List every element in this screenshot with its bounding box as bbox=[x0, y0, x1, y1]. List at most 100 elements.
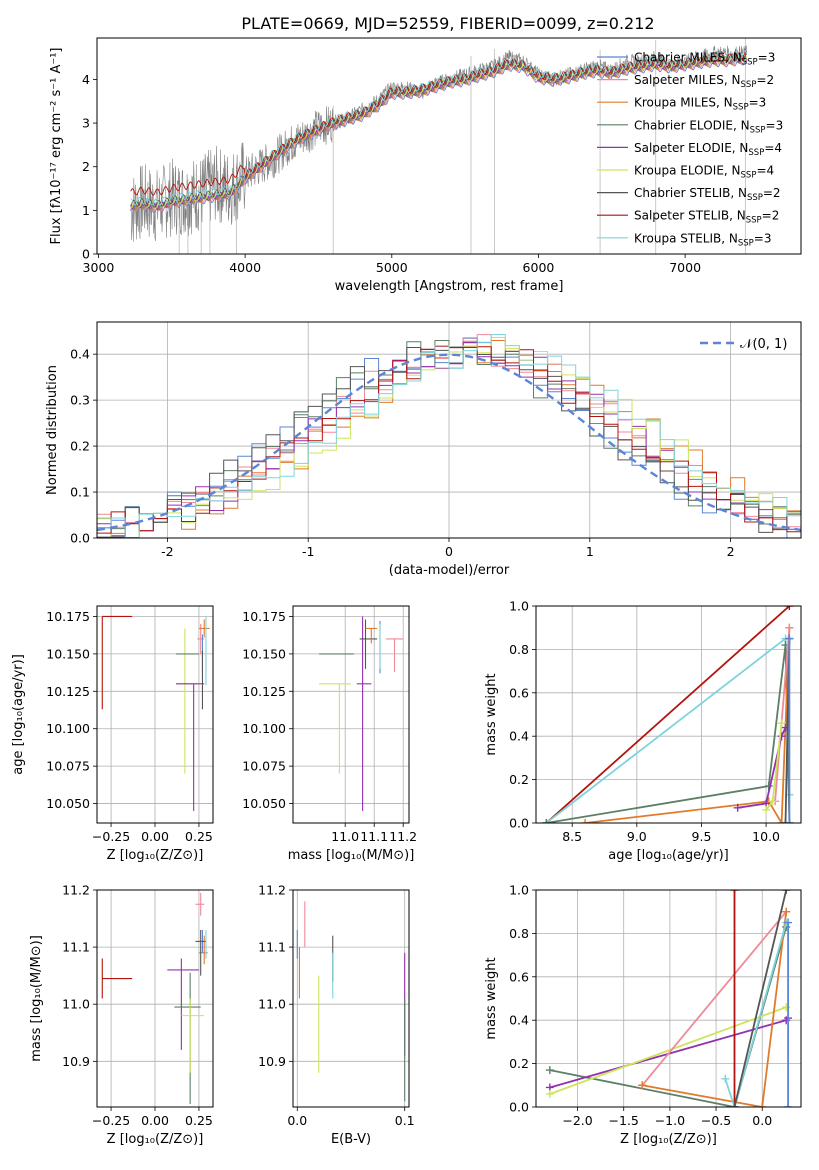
mass_weight_vs_Z-marker-kroupa-miles bbox=[638, 1081, 647, 1090]
age_vs_Z-ytick-label: 10.100 bbox=[46, 721, 90, 736]
mass_weight_vs_age-marker-salpeter-miles bbox=[785, 623, 794, 632]
legend-label-normal: 𝒩(0, 1) bbox=[740, 337, 787, 352]
spectrum-ytick-label: 4 bbox=[82, 72, 90, 87]
residuals-plot-area bbox=[97, 334, 801, 538]
mass_weight_vs_Z-marker-chabrier-stelib bbox=[782, 890, 791, 894]
age_vs_Z-xtick-label: 0.00 bbox=[141, 829, 169, 844]
legend-label-chabrier-stelib: Chabrier STELIB, NSSP=2 bbox=[634, 186, 781, 203]
age_vs_mass-xtick-label: 11.0 bbox=[331, 829, 359, 844]
residuals-xtick-label: 1 bbox=[586, 544, 594, 559]
mass_weight_vs_Z-frame bbox=[535, 889, 802, 1108]
mass_weight_vs_Z-ylabel: mass weight bbox=[484, 957, 499, 1039]
mass_weight_vs_age-line-salpeter-stelib bbox=[545, 606, 790, 823]
age_vs_mass-ytick-label: 10.175 bbox=[242, 609, 286, 624]
mass_weight_vs_age-marker-chabrier-miles bbox=[785, 819, 794, 823]
mass_weight_vs_Z-marker-chabrier-miles bbox=[784, 918, 793, 927]
mass_weight_vs_age-line-salpeter-elodie bbox=[737, 727, 787, 809]
spectrum-xtick-label: 6000 bbox=[523, 260, 555, 275]
age_vs_mass-xlabel: mass [log₁₀(M/M⊙)] bbox=[288, 848, 415, 863]
residuals-ytick-label: 0.0 bbox=[70, 531, 90, 546]
legend-label-salpeter-miles: Salpeter MILES, NSSP=2 bbox=[634, 73, 774, 90]
residuals-ytick-label: 0.1 bbox=[70, 485, 90, 500]
age_vs_mass-ytick-label: 10.150 bbox=[242, 646, 286, 661]
mass_weight_vs_Z-marker-chabrier-stelib bbox=[730, 1103, 739, 1107]
spectrum-xtick-label: 5000 bbox=[376, 260, 408, 275]
age_vs_Z-frame bbox=[96, 605, 214, 824]
spectrum-ytick-label: 1 bbox=[82, 203, 90, 218]
spectrum-ytick-label: 0 bbox=[82, 247, 90, 262]
spectrum-ylabel: Flux [fλ10⁻¹⁷ erg cm⁻² s⁻¹ A⁻¹] bbox=[49, 48, 64, 245]
mass_weight_vs_age-marker-kroupa-miles bbox=[777, 819, 786, 823]
mass_vs_Z-ytick-label: 11.0 bbox=[62, 997, 90, 1012]
mass_vs_ebv-xtick-label: 0.0 bbox=[287, 1113, 307, 1128]
age_vs_Z-xlabel: Z [log₁₀(Z/Z⊙)] bbox=[107, 848, 204, 863]
mass_vs_Z-ytick-label: 11.1 bbox=[62, 940, 90, 955]
mass_weight_vs_Z-ytick-label: 0.4 bbox=[509, 1013, 529, 1028]
spectrum-plot-area bbox=[130, 38, 748, 254]
age_vs_mass-xtick-label: 11.1 bbox=[360, 829, 388, 844]
age_vs_mass-xtick-label: 11.2 bbox=[389, 829, 417, 844]
legend-label-salpeter-stelib: Salpeter STELIB, NSSP=2 bbox=[634, 209, 779, 226]
histogram-kroupa-stelib bbox=[97, 334, 801, 538]
spectrum-ytick-label: 3 bbox=[82, 116, 90, 131]
mass_weight_vs_Z-marker-salpeter-stelib bbox=[730, 890, 739, 894]
age_vs_Z-axes: −0.25 0.00 0.25 10.050 10.075 10.100 10.125 10.… bbox=[11, 606, 213, 863]
mass_vs_Z-axes: −0.25 0.00 0.25 10.9 11.0 11.1 11.2 Z [log₁₀(Z/… bbox=[29, 883, 213, 1147]
age_vs_mass-frame bbox=[292, 605, 410, 824]
mass_weight_vs_age-ytick-label: 0.8 bbox=[509, 642, 529, 657]
age_vs_Z-ytick-label: 10.150 bbox=[46, 646, 90, 661]
spectrum-axes: 3000 4000 5000 6000 7000 0 1 2 3 4 wavelength [Ang… bbox=[49, 38, 783, 294]
mass_weight_vs_Z-marker-kroupa-miles bbox=[782, 907, 791, 916]
mass_weight_vs_Z-line-salpeter-miles bbox=[641, 911, 787, 1086]
mass_weight_vs_age-marker-salpeter-elodie bbox=[733, 803, 742, 812]
mass_weight_vs_Z-plot-area bbox=[545, 890, 793, 1107]
age_vs_mass-ytick-label: 10.100 bbox=[242, 721, 286, 736]
mass_vs_ebv-plot-area bbox=[296, 901, 406, 1102]
spectrum-xtick-label: 3000 bbox=[83, 260, 115, 275]
mass_weight_vs_age-marker-kroupa-miles bbox=[581, 819, 590, 823]
spectrum-xtick-label: 7000 bbox=[669, 260, 701, 275]
residuals-ytick-label: 0.4 bbox=[70, 347, 90, 362]
spectrum-xtick-label: 4000 bbox=[229, 260, 261, 275]
mass_vs_ebv-ytick-label: 11.0 bbox=[258, 997, 286, 1012]
residuals-ytick-label: 0.3 bbox=[70, 393, 90, 408]
mass_vs_Z-plot-area bbox=[101, 892, 208, 1105]
mass_weight_vs_age-xtick-label: 9.0 bbox=[627, 829, 647, 844]
age_vs_Z-xtick-label: −0.25 bbox=[92, 829, 130, 844]
mass_vs_ebv-xtick-label: 0.1 bbox=[395, 1113, 415, 1128]
mass_weight_vs_Z-marker-kroupa-miles bbox=[758, 1103, 767, 1107]
residuals-xtick-label: -2 bbox=[161, 544, 173, 559]
mass_weight_vs_Z-marker-chabrier-miles bbox=[784, 1103, 793, 1107]
mass_weight_vs_Z-xtick-label: −1.0 bbox=[655, 1113, 685, 1128]
mass_weight_vs_age-ytick-label: 0.2 bbox=[509, 772, 529, 787]
mass_weight_vs_age-ylabel: mass weight bbox=[484, 673, 499, 755]
mass_weight_vs_Z-line-chabrier-stelib bbox=[733, 890, 788, 1107]
mass_vs_Z-ytick-label: 11.2 bbox=[62, 883, 90, 898]
mass_weight_vs_age-ytick-label: 0.6 bbox=[509, 685, 529, 700]
mass_vs_Z-xlabel: Z [log₁₀(Z/Z⊙)] bbox=[107, 1132, 204, 1147]
mass_weight_vs_age-ytick-label: 0.0 bbox=[509, 816, 529, 831]
mass_vs_ebv-xlabel: E(B-V) bbox=[331, 1132, 371, 1147]
mass_vs_Z-xtick-label: −0.25 bbox=[92, 1113, 130, 1128]
legend-label-salpeter-elodie: Salpeter ELODIE, NSSP=4 bbox=[634, 141, 782, 158]
mass_weight_vs_age-line-kroupa-miles bbox=[584, 627, 791, 823]
age_vs_Z-ytick-label: 10.050 bbox=[46, 796, 90, 811]
mass_weight_vs_age-xlabel: age [log₁₀(age/yr)] bbox=[608, 848, 729, 863]
mass_weight_vs_age-marker-salpeter-elodie bbox=[777, 732, 786, 741]
age_vs_Z-ylabel: age [log₁₀(age/yr)] bbox=[11, 654, 26, 775]
mass_weight_vs_Z-ytick-label: 0.0 bbox=[509, 1100, 529, 1115]
age_vs_mass-axes: 11.0 11.1 11.2 10.050 10.075 10.100 10.125 10.1… bbox=[242, 606, 417, 863]
mass_weight_vs_Z-line-kroupa-miles bbox=[642, 911, 788, 1107]
mass_vs_Z-xtick-label: 0.25 bbox=[185, 1113, 213, 1128]
residuals-ytick-label: 0.2 bbox=[70, 439, 90, 454]
legend-label-chabrier-elodie: Chabrier ELODIE, NSSP=3 bbox=[634, 118, 783, 135]
mass_weight_vs_age-marker-chabrier-elodie bbox=[542, 819, 551, 823]
mass_weight_vs_Z-marker-kroupa-elodie bbox=[545, 1089, 554, 1098]
mass_weight_vs_age-marker-kroupa-elodie bbox=[768, 797, 777, 806]
mass_weight_vs_age-marker-chabrier-stelib bbox=[781, 819, 790, 823]
spectrum-ytick-label: 2 bbox=[82, 159, 90, 174]
spectrum-frame bbox=[96, 37, 802, 255]
mass_vs_ebv-ytick-label: 11.2 bbox=[258, 883, 286, 898]
mass_weight_vs_age-ytick-label: 1.0 bbox=[509, 599, 529, 614]
